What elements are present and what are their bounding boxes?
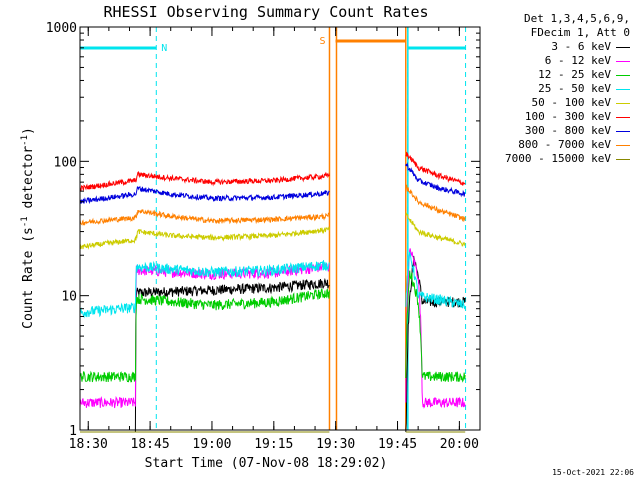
x-tick-label-0: 18:30	[69, 437, 108, 452]
series-line-1	[79, 248, 466, 409]
plot-frame	[79, 26, 481, 431]
legend-entry-8: 7000 - 15000 keV	[460, 152, 630, 166]
y-axis-label-mid: detector	[21, 146, 36, 217]
series-line-5	[79, 151, 466, 192]
legend-entry-label: 100 - 300 keV	[524, 110, 611, 123]
y-tick-label-3: 1000	[46, 21, 77, 36]
series-line-6	[79, 162, 466, 205]
legend-entry-4: 50 - 100 keV	[460, 96, 630, 110]
legend-entry-label: 12 - 25 keV	[538, 68, 611, 81]
legend-entry-label: 7000 - 15000 keV	[505, 152, 611, 165]
plot-area: SN	[79, 27, 467, 433]
legend-entry-3: 25 - 50 keV	[460, 82, 630, 96]
legend-swatch	[616, 102, 630, 104]
x-tick-label-4: 19:30	[316, 437, 355, 452]
y-axis-label-start: Count Rate (s	[21, 227, 36, 329]
x-tick-label-3: 19:15	[254, 437, 293, 452]
footer-timestamp: 15-Oct-2021 22:06	[552, 468, 634, 477]
legend-swatch	[616, 130, 630, 132]
legend-swatch	[616, 60, 630, 62]
legend-swatch	[616, 158, 630, 160]
legend-header-line-2: FDecim 1, Att 0	[530, 26, 630, 39]
y-tick-label-1: 10	[61, 290, 77, 305]
legend-entry-1: 6 - 12 keV	[460, 54, 630, 68]
y-axis-label: Count Rate (s-1 detector-1)	[20, 127, 36, 329]
legend-entry-label: 3 - 6 keV	[551, 40, 611, 53]
series-line-4	[79, 211, 466, 250]
x-tick-label-5: 19:45	[378, 437, 417, 452]
legend-entry-2: 12 - 25 keV	[460, 68, 630, 82]
legend-swatch	[616, 116, 630, 118]
x-tick-label-6: 20:00	[440, 437, 479, 452]
legend-entry-5: 100 - 300 keV	[460, 110, 630, 124]
legend-swatch	[616, 46, 630, 48]
legend-entries: 3 - 6 keV 6 - 12 keV 12 - 25 keV 25 - 50 ke…	[460, 40, 630, 166]
legend-swatch	[616, 144, 630, 146]
saa-label: S	[319, 36, 325, 47]
legend-header-line-1: Det 1,3,4,5,6,9,	[524, 12, 630, 25]
x-tick-label-1: 18:45	[131, 437, 170, 452]
series-line-7	[79, 184, 466, 226]
y-axis-label-end: )	[21, 127, 36, 135]
series-line-2	[79, 270, 466, 383]
legend-swatch	[616, 74, 630, 76]
chart-title: RHESSI Observing Summary Count Rates	[103, 3, 428, 21]
legend-entry-0: 3 - 6 keV	[460, 40, 630, 54]
series-line-3	[79, 251, 466, 319]
x-tick-label-2: 19:00	[192, 437, 231, 452]
legend-entry-6: 300 - 800 keV	[460, 124, 630, 138]
legend-entry-label: 800 - 7000 keV	[518, 138, 611, 151]
y-tick-label-0: 1	[69, 424, 77, 439]
axes: 1 10 100 1000 18:30 18:45 19:00 19:15 19:30 19:45…	[46, 21, 481, 452]
night-marker-label-0: N	[161, 43, 167, 54]
legend-swatch	[616, 88, 630, 90]
x-axis-label: Start Time (07-Nov-08 18:29:02)	[145, 456, 388, 471]
legend-entry-label: 300 - 800 keV	[524, 124, 611, 137]
legend-entry-7: 800 - 7000 keV	[460, 138, 630, 152]
legend-entry-label: 25 - 50 keV	[538, 82, 611, 95]
legend: Det 1,3,4,5,6,9, FDecim 1, Att 0 3 - 6 k…	[460, 12, 630, 166]
y-axis-label-sup2: -1	[20, 135, 30, 146]
legend-entry-label: 6 - 12 keV	[544, 54, 611, 67]
y-tick-label-2: 100	[54, 155, 77, 170]
y-axis-label-sup: -1	[20, 216, 30, 227]
legend-entry-label: 50 - 100 keV	[531, 96, 611, 109]
